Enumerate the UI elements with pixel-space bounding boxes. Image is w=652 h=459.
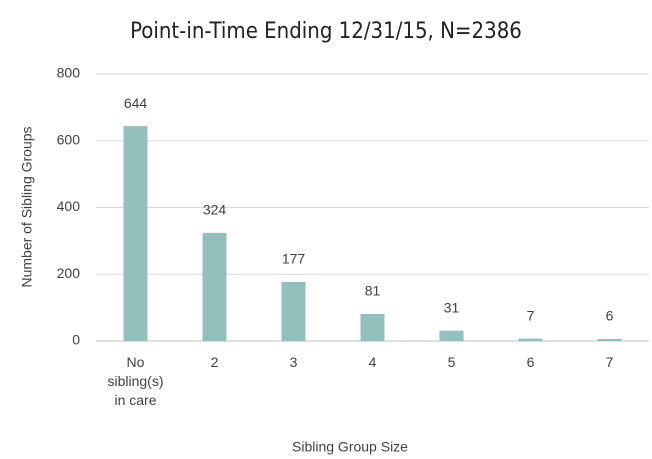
y-tick-label: 600 <box>57 131 81 147</box>
x-axis-title: Sibling Group Size <box>292 439 408 455</box>
data-label: 6 <box>606 308 614 324</box>
bar <box>597 338 622 341</box>
bar <box>281 281 306 341</box>
x-tick-label: 3 <box>289 354 298 370</box>
x-tick-label: 5 <box>447 354 456 370</box>
y-tick-label: 200 <box>57 265 81 281</box>
bar <box>360 313 385 341</box>
x-tick-label-box: 4 <box>368 354 377 370</box>
x-tick-label-box: 6 <box>526 354 535 370</box>
data-label: 31 <box>444 299 460 315</box>
x-tick-label-box: No sibling(s) in care <box>107 354 164 408</box>
x-tick-label: 6 <box>526 354 535 370</box>
y-tick-label: 0 <box>72 332 80 348</box>
x-tick-label-box: 7 <box>605 354 614 370</box>
bar <box>439 330 464 341</box>
x-tick-label: 7 <box>605 354 614 370</box>
x-tick-label: 4 <box>368 354 377 370</box>
data-label: 81 <box>365 283 381 299</box>
data-label: 644 <box>124 95 148 111</box>
bar <box>123 126 148 341</box>
bar <box>202 232 227 341</box>
y-axis-title: Number of Sibling Groups <box>19 126 35 287</box>
bar <box>518 338 543 341</box>
data-label: 7 <box>527 307 535 323</box>
x-tick-label-box: 2 <box>210 354 219 370</box>
x-tick-label-box: 3 <box>289 354 298 370</box>
data-label: 324 <box>203 202 227 218</box>
x-tick-label: 2 <box>210 354 219 370</box>
y-tick-label: 800 <box>57 65 81 81</box>
y-tick-label: 400 <box>57 198 81 214</box>
data-label: 177 <box>282 251 306 267</box>
x-tick-label-box: 5 <box>447 354 456 370</box>
chart-title: Point-in-Time Ending 12/31/15, N=2386 <box>130 19 522 44</box>
x-tick-label: No sibling(s) in care <box>107 354 164 408</box>
